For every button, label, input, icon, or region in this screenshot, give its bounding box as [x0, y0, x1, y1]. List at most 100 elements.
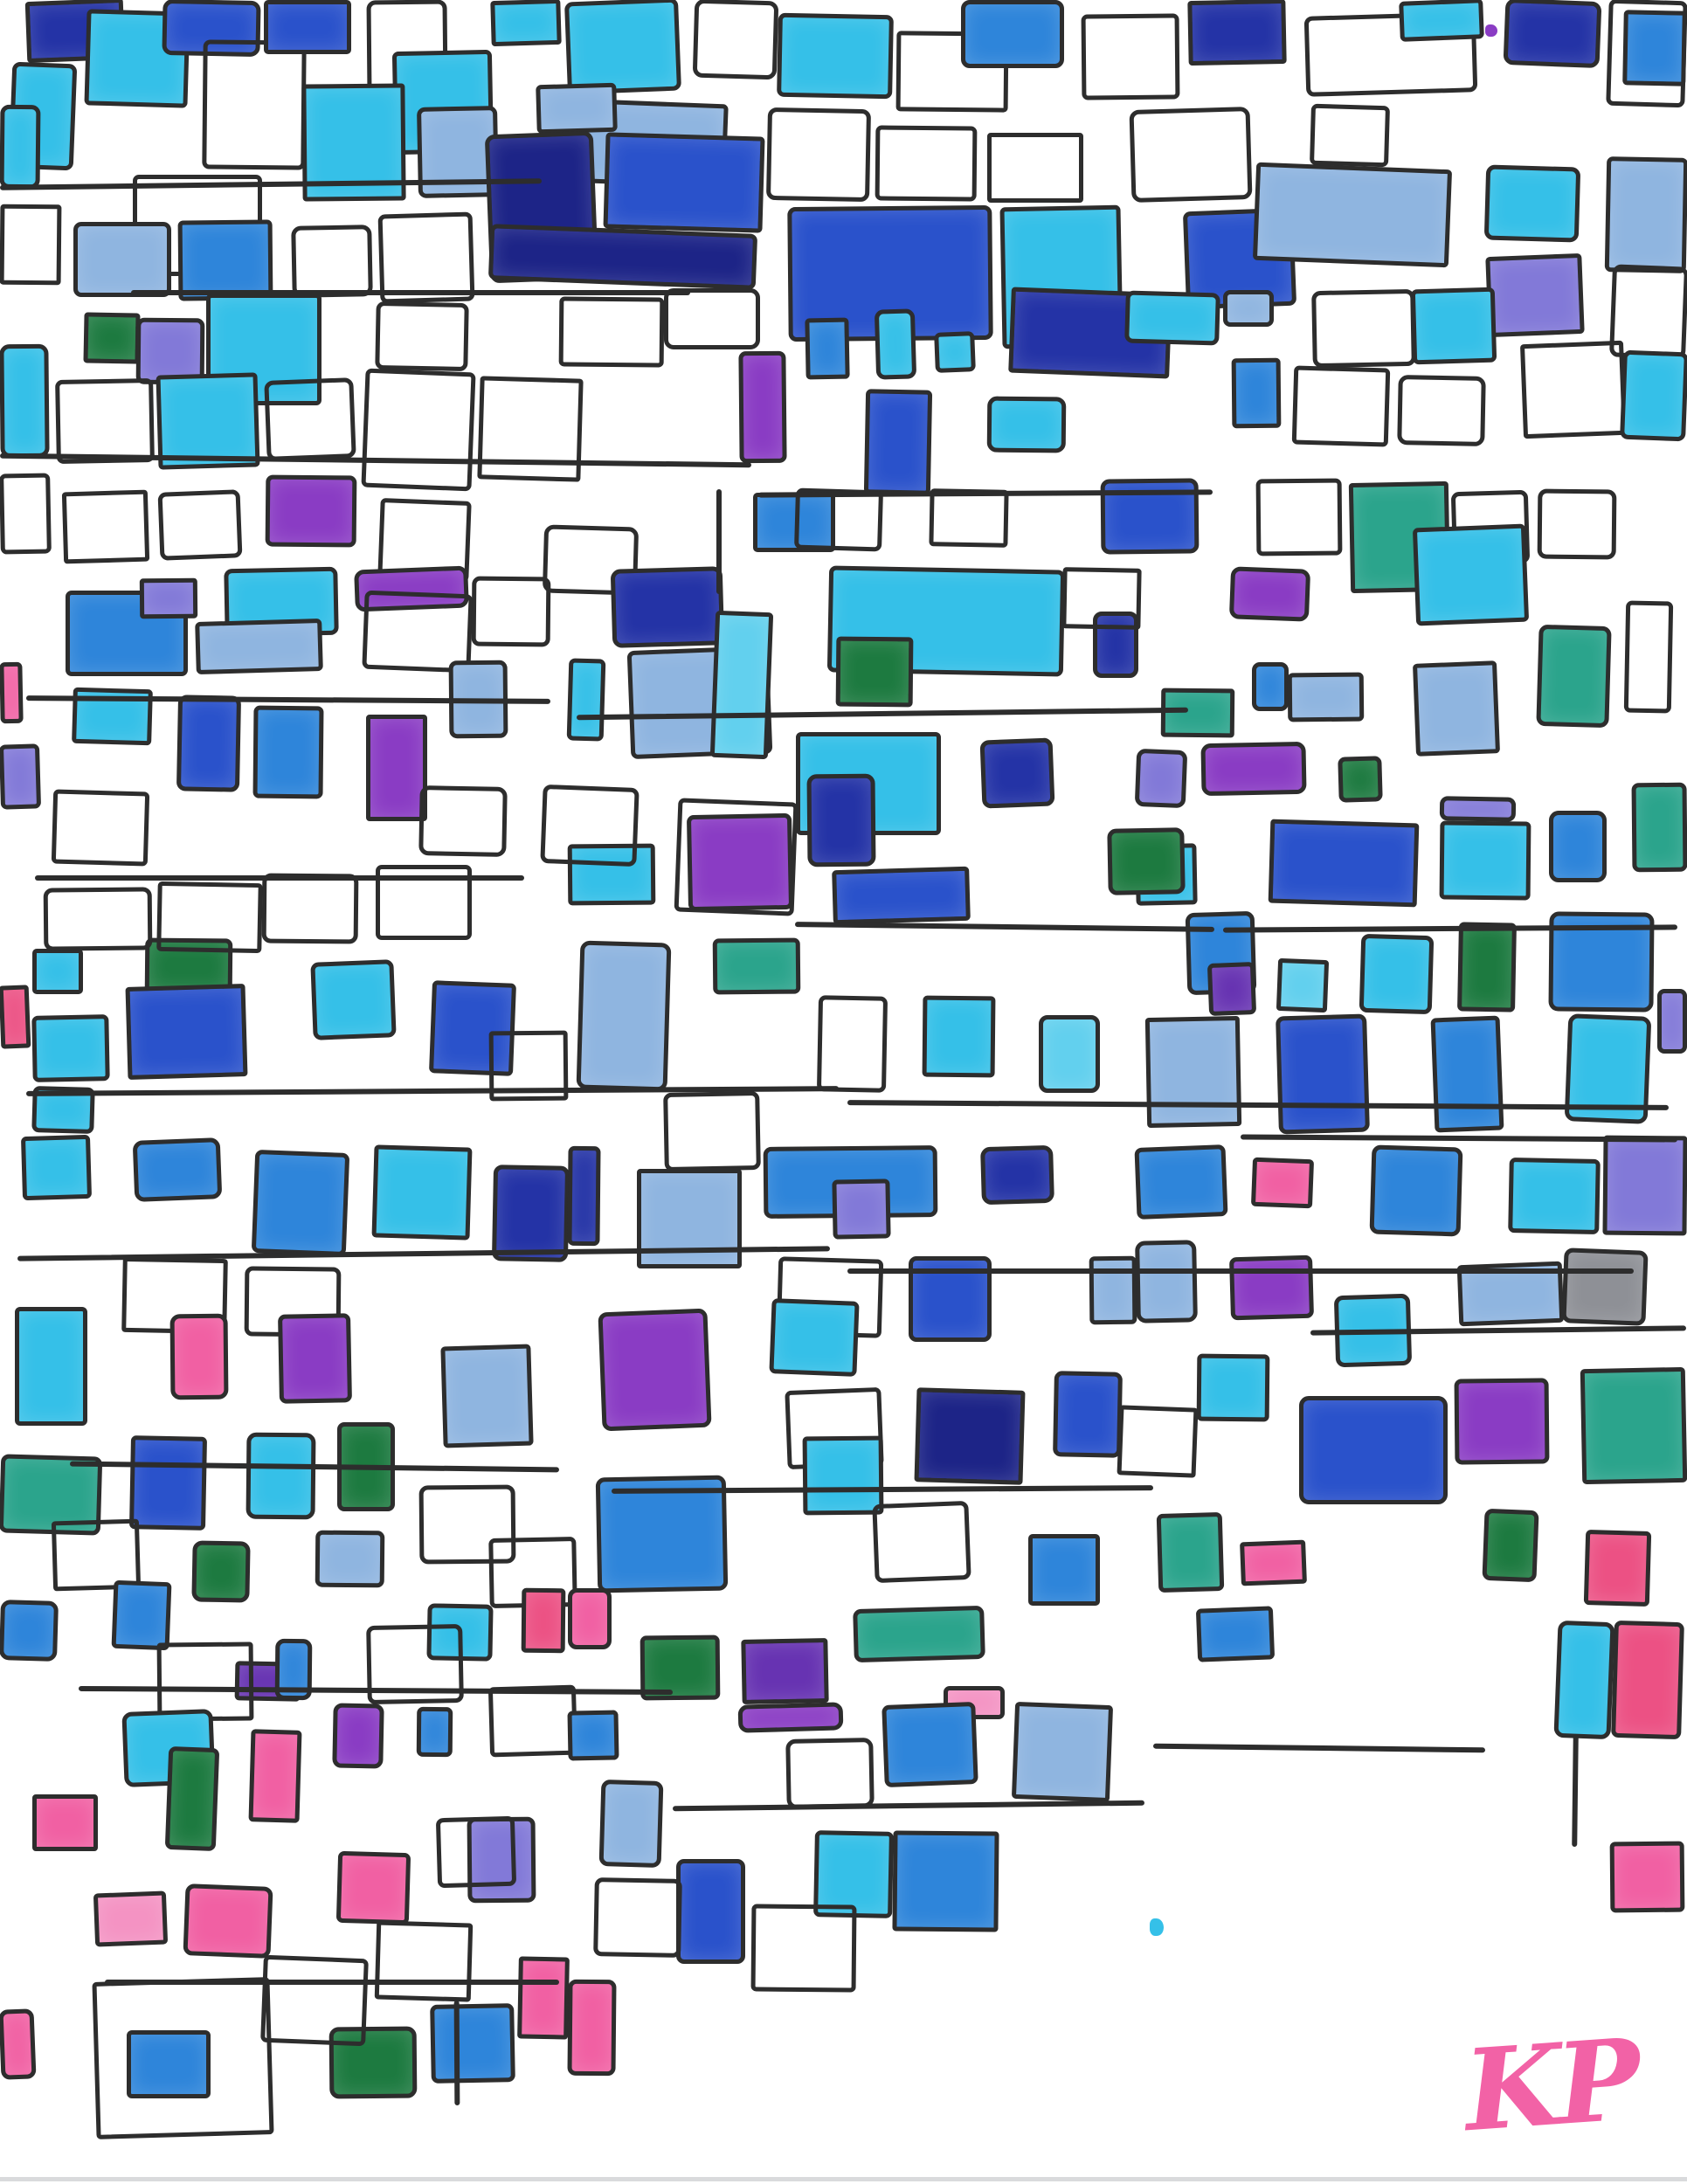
art-outline-square [1310, 103, 1390, 168]
art-outline-square [291, 225, 373, 298]
art-outline-square [1117, 1405, 1199, 1478]
art-square [366, 715, 427, 821]
art-outline-square [1537, 488, 1617, 560]
artist-signature: KP [1460, 2014, 1641, 2158]
connector-line [1152, 1743, 1486, 1753]
art-square [536, 82, 618, 135]
art-square [637, 1169, 742, 1268]
art-square [310, 959, 397, 1040]
connector-line [105, 1980, 559, 1985]
art-outline-square [61, 489, 150, 564]
art-square [777, 12, 894, 100]
art-square [0, 985, 31, 1049]
art-outline-square [157, 489, 243, 561]
art-square [430, 2003, 515, 2084]
art-square [610, 566, 725, 648]
art-square [139, 577, 198, 619]
art-outline-square [1519, 340, 1628, 439]
art-square [1657, 989, 1687, 1054]
art-outline-square [875, 125, 978, 202]
art-square [1223, 290, 1274, 327]
art-square [1536, 624, 1612, 729]
art-outline-square [92, 1977, 274, 2139]
art-outline-square [1311, 288, 1416, 369]
art-square [1231, 357, 1282, 429]
art-square [487, 224, 758, 290]
art-outline-square [872, 1500, 971, 1584]
art-square [564, 0, 681, 95]
art-square [1200, 741, 1307, 797]
art-outline-square [929, 488, 1009, 548]
art-square [1622, 10, 1687, 86]
connector-line [1572, 1734, 1579, 1848]
art-square [1457, 922, 1517, 1013]
art-square [1604, 156, 1687, 273]
art-square [73, 222, 171, 297]
art-outline-square [558, 296, 665, 368]
art-square [517, 1956, 570, 2040]
art-square [176, 695, 242, 792]
art-outline-square [692, 0, 779, 80]
art-outline-square [1397, 375, 1486, 446]
art-square [195, 618, 323, 675]
art-square [490, 0, 562, 47]
art-square [0, 2008, 37, 2080]
art-square [567, 1979, 617, 2077]
art-outline-square [794, 487, 883, 552]
art-square [676, 1859, 745, 1964]
art-square [278, 1313, 352, 1404]
connector-line [847, 1268, 1634, 1274]
art-square [127, 2030, 211, 2098]
art-square [1609, 1841, 1685, 1913]
art-square [737, 1702, 844, 1733]
art-square [1276, 1013, 1370, 1135]
scan-edge-line [0, 2177, 1687, 2181]
art-square [1583, 1529, 1652, 1607]
art-outline-square [202, 39, 307, 170]
art-square [1369, 1144, 1463, 1237]
art-outline-square [674, 798, 799, 916]
art-square [1124, 290, 1220, 346]
art-square [1028, 1534, 1100, 1606]
art-square [1602, 1135, 1687, 1236]
art-outline-square [816, 995, 888, 1093]
art-square [1549, 811, 1607, 882]
art-outline-square [435, 1815, 517, 1889]
art-square [1228, 1254, 1315, 1321]
art-square [83, 312, 141, 364]
art-square [265, 474, 357, 548]
art-outline-square [55, 377, 155, 465]
art-outline-square [765, 107, 872, 203]
art-square [1156, 1511, 1225, 1593]
art-square [15, 1307, 87, 1426]
connector-line [794, 922, 1215, 932]
art-outline-square [264, 377, 356, 461]
art-square [1250, 1157, 1315, 1209]
art-square [835, 636, 914, 708]
art-square [980, 1144, 1054, 1206]
art-square [1359, 933, 1435, 1015]
art-outline-square [663, 1090, 761, 1172]
art-square [416, 1706, 453, 1758]
art-square [1439, 820, 1531, 901]
art-square [1399, 0, 1484, 42]
art-square [169, 1313, 229, 1400]
art-square [0, 343, 50, 459]
art-square [1252, 662, 1289, 711]
art-outline-square [261, 873, 359, 944]
art-square [1430, 1015, 1504, 1133]
art-square [598, 1779, 664, 1869]
art-outline-square [785, 1738, 875, 1809]
art-outline-square [471, 576, 551, 647]
art-square [1053, 1371, 1123, 1458]
art-square [248, 1729, 302, 1823]
art-square [0, 1600, 59, 1662]
art-square [32, 949, 83, 994]
marker-dot [1150, 1918, 1164, 1936]
art-square [1240, 1539, 1307, 1586]
art-outline-square [376, 865, 472, 940]
art-square [1631, 782, 1687, 873]
art-square [802, 1435, 884, 1516]
art-square [125, 984, 248, 1080]
art-outline-square [260, 1954, 369, 2047]
